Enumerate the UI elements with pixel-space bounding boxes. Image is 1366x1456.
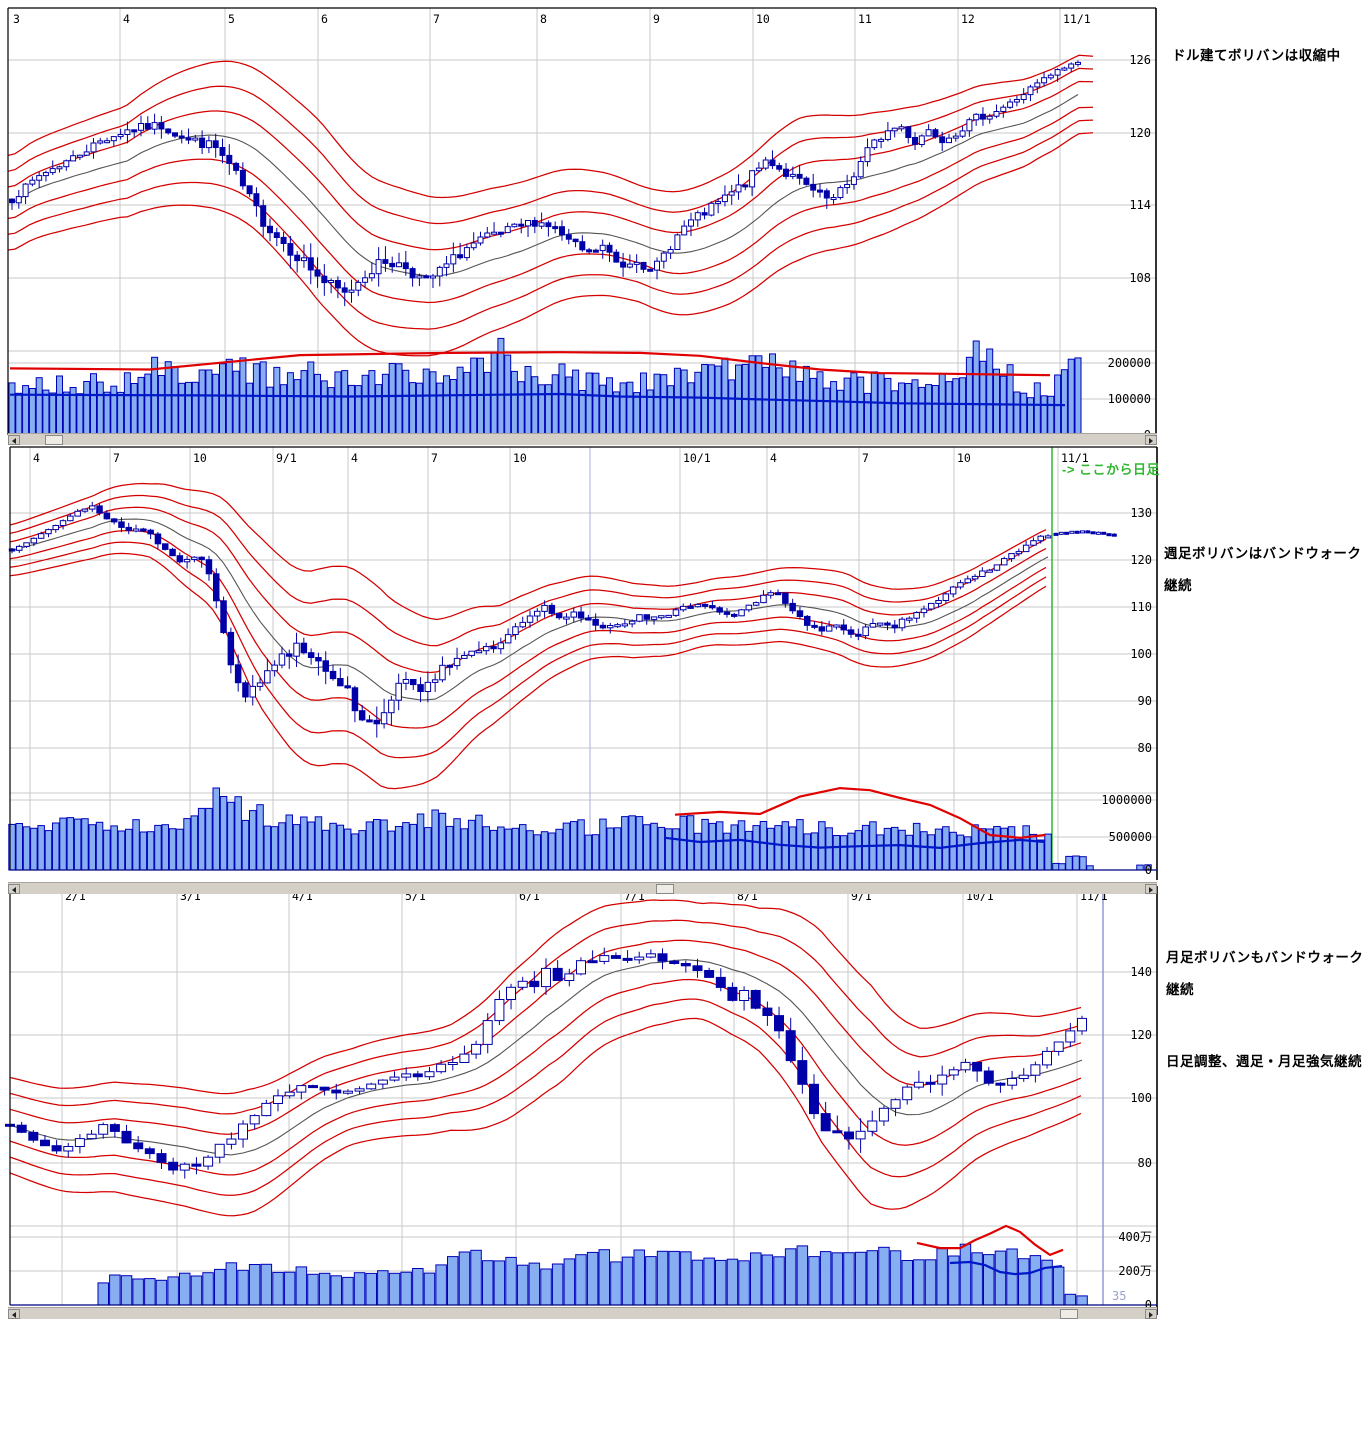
- svg-text:9/1: 9/1: [276, 451, 297, 465]
- svg-text:5: 5: [228, 12, 235, 26]
- svg-text:7: 7: [113, 451, 120, 465]
- daily-chart-hscrollbar[interactable]: [8, 433, 1157, 445]
- daily-chart-annotation: ドル建てボリバンは収縮中: [1172, 48, 1341, 63]
- svg-text:10: 10: [957, 451, 971, 465]
- monthly-bollinger-chart: 2/1 3/1 4/1 5/1 6/1 7/1 8/1 9/1 10/1 11/114012010…: [0, 884, 1166, 1320]
- scroll-right-button[interactable]: [1145, 884, 1157, 894]
- svg-text:4: 4: [33, 451, 40, 465]
- svg-text:12: 12: [961, 12, 975, 26]
- weekly-chart-annotation: 週足ボリバンはバンドウォーク継続: [1164, 546, 1362, 593]
- svg-text:35: 35: [1112, 1289, 1126, 1303]
- svg-text:400万: 400万: [1118, 1230, 1152, 1244]
- svg-text:114: 114: [1129, 198, 1151, 212]
- svg-text:4: 4: [770, 451, 777, 465]
- svg-text:120: 120: [1129, 126, 1151, 140]
- outlook-annotation: 日足調整、週足・月足強気継続: [1166, 1054, 1362, 1069]
- svg-text:11/1: 11/1: [1063, 12, 1091, 26]
- svg-text:0: 0: [1145, 863, 1152, 877]
- scroll-left-button[interactable]: [8, 884, 20, 894]
- weekly-bollinger-chart: 4 7 10 9/1 4 7 10 10/1 4 7 10 11/1 130 120 110 100 90 80 1…: [0, 445, 1166, 882]
- scrollbar-thumb[interactable]: [656, 884, 674, 894]
- svg-text:7: 7: [431, 451, 438, 465]
- scrollbar-thumb[interactable]: [45, 435, 63, 445]
- svg-text:100000: 100000: [1108, 392, 1151, 406]
- svg-text:10: 10: [193, 451, 207, 465]
- svg-text:6: 6: [321, 12, 328, 26]
- svg-text:11: 11: [858, 12, 872, 26]
- svg-text:110: 110: [1130, 600, 1152, 614]
- svg-text:0: 0: [1145, 1298, 1152, 1312]
- svg-text:200万: 200万: [1118, 1264, 1152, 1278]
- svg-text:80: 80: [1138, 741, 1152, 755]
- scroll-left-button[interactable]: [8, 1309, 20, 1319]
- svg-text:9: 9: [653, 12, 660, 26]
- svg-text:108: 108: [1129, 271, 1151, 285]
- monthly-chart-annotation: 月足ボリバンもバンドウォーク継続: [1166, 950, 1364, 997]
- weekly-chart-hscrollbar[interactable]: [8, 882, 1157, 894]
- scroll-right-button[interactable]: [1145, 1309, 1157, 1319]
- svg-text:10/1: 10/1: [683, 451, 711, 465]
- svg-text:7: 7: [433, 12, 440, 26]
- svg-text:120: 120: [1130, 553, 1152, 567]
- svg-text:4: 4: [123, 12, 130, 26]
- scroll-left-button[interactable]: [8, 435, 20, 445]
- svg-text:10: 10: [756, 12, 770, 26]
- monthly-chart-hscrollbar[interactable]: [8, 1307, 1157, 1319]
- svg-text:120: 120: [1130, 1028, 1152, 1042]
- svg-text:130: 130: [1130, 506, 1152, 520]
- svg-text:200000: 200000: [1108, 356, 1151, 370]
- svg-text:1000000: 1000000: [1101, 793, 1152, 807]
- daily-from-here-note: -> ここから日足: [1062, 462, 1161, 477]
- svg-text:3: 3: [13, 12, 20, 26]
- scroll-right-button[interactable]: [1145, 435, 1157, 445]
- svg-text:140: 140: [1130, 965, 1152, 979]
- svg-text:11/1: 11/1: [1061, 451, 1089, 465]
- svg-text:100: 100: [1130, 1091, 1152, 1105]
- svg-text:90: 90: [1138, 694, 1152, 708]
- svg-text:8: 8: [540, 12, 547, 26]
- svg-text:10: 10: [513, 451, 527, 465]
- svg-text:4: 4: [351, 451, 358, 465]
- svg-text:7: 7: [862, 451, 869, 465]
- usd-daily-bollinger-chart: 3 4 5 6 7 8 9 10 11 12 11/1 126 120 114 108 200000 10000…: [0, 0, 1166, 447]
- svg-text:126: 126: [1129, 53, 1151, 67]
- svg-text:500000: 500000: [1109, 830, 1152, 844]
- svg-text:80: 80: [1138, 1156, 1152, 1170]
- svg-text:100: 100: [1130, 647, 1152, 661]
- scrollbar-thumb[interactable]: [1060, 1309, 1078, 1319]
